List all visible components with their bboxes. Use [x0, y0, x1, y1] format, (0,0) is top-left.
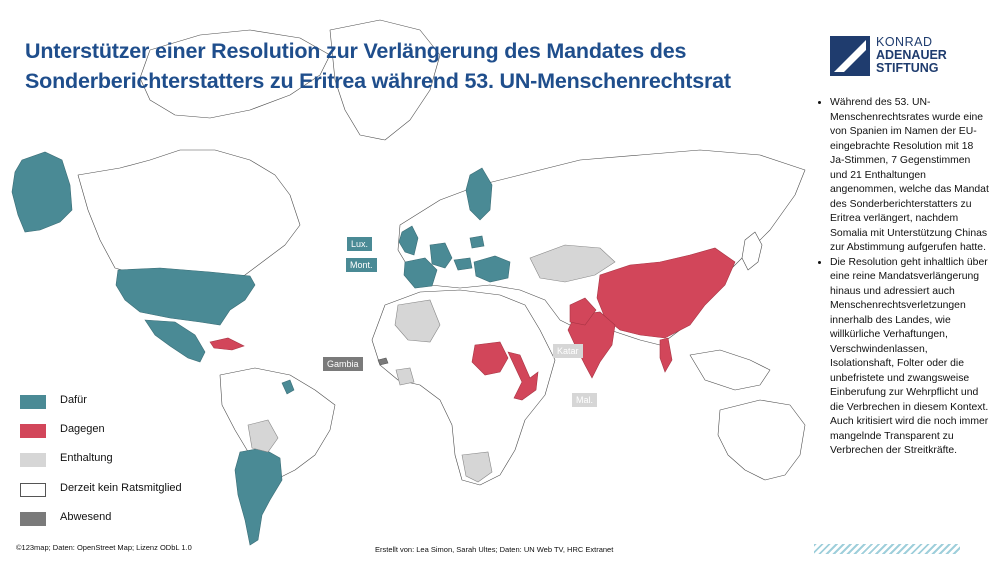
title-line-2: Sonderberichterstatters zu Eritrea währe… [25, 69, 731, 93]
vietnam-shape [659, 337, 673, 373]
legend-label-abstain: Enthaltung [60, 452, 113, 464]
decorative-stripe [814, 544, 960, 554]
westafrica-abstain-shape [395, 367, 415, 386]
arctic-islands-shape [139, 29, 331, 119]
logo-text-2: ADENAUER [876, 48, 947, 62]
australia-shape [717, 399, 806, 481]
usa-shape [115, 267, 256, 326]
algeria-shape [394, 299, 441, 343]
pakistan-shape [569, 297, 597, 326]
map-label-lux: Lux. [347, 237, 373, 251]
usa-alaska-shape [11, 151, 73, 233]
legend-label-nonmember: Derzeit kein Ratsmitglied [60, 482, 182, 494]
canada-shape [77, 149, 301, 283]
legend-label-against: Dagegen [60, 423, 105, 435]
legend-label-favor: Dafür [60, 394, 87, 406]
kas-logo-mark-icon [830, 36, 870, 76]
czech-shape [453, 257, 473, 271]
map-label-mal: Mal. [572, 393, 598, 407]
legend-swatch-nonmember [20, 483, 46, 497]
gambia-shape [377, 357, 389, 366]
legend-label-absent: Abwesend [60, 511, 112, 523]
title-line-1: Unterstützer einer Resolution zur Verlän… [25, 39, 687, 63]
se-asia-shape [689, 349, 771, 391]
uk-shape [398, 225, 419, 256]
japan-shape [741, 231, 763, 271]
greenland-shape [329, 19, 441, 141]
legend-item-absent: Abwesend [20, 511, 220, 529]
argentina-shape [234, 447, 283, 546]
germany-shape [429, 242, 453, 269]
finland-shape [465, 167, 493, 221]
legend-swatch-abstain [20, 453, 46, 467]
eritrea-somalia-shape [507, 351, 539, 401]
kas-logo: KONRAD ADENAUER STIFTUNG [830, 36, 980, 80]
info-bullet-1: Während des 53. UN-Menschenrechtsrates w… [830, 96, 990, 256]
legend-swatch-absent [20, 512, 46, 526]
map-label-gambia: Gambia [323, 357, 363, 371]
map-label-mont: Mont. [346, 258, 377, 272]
credit-authors: Erstellt von: Lea Simon, Sarah Ultes; Da… [375, 545, 614, 554]
legend-item-favor: Dafür [20, 394, 220, 412]
legend-item-nonmember: Derzeit kein Ratsmitglied [20, 482, 220, 500]
ukraine-shape [473, 255, 511, 283]
page-title: Unterstützer einer Resolution zur Verlän… [25, 36, 815, 96]
mexico-shape [144, 319, 206, 363]
info-bullet-2: Die Resolution geht inhaltlich über eine… [830, 256, 990, 459]
southafrica-abstain-shape [461, 451, 493, 483]
bolivia-shape [247, 419, 279, 453]
legend-item-against: Dagegen [20, 423, 220, 441]
logo-text-3: STIFTUNG [876, 61, 939, 75]
info-sidebar: Während des 53. UN-Menschenrechtsrates w… [814, 96, 990, 459]
india-shape [567, 311, 616, 379]
logo-text-1: KONRAD [876, 35, 933, 49]
map-label-katar: Katar [553, 344, 583, 358]
credit-map-source: ©123map; Daten: OpenStreet Map; Lizenz O… [16, 543, 192, 552]
france-shape [403, 257, 438, 289]
legend-swatch-favor [20, 395, 46, 409]
cuba-shape [209, 337, 245, 351]
guyana-shape [281, 379, 295, 395]
lithuania-shape [469, 235, 485, 249]
sudan-shape [471, 341, 509, 376]
kazakhstan-shape [529, 244, 616, 283]
legend-swatch-against [20, 424, 46, 438]
legend-item-abstain: Enthaltung [20, 452, 220, 470]
